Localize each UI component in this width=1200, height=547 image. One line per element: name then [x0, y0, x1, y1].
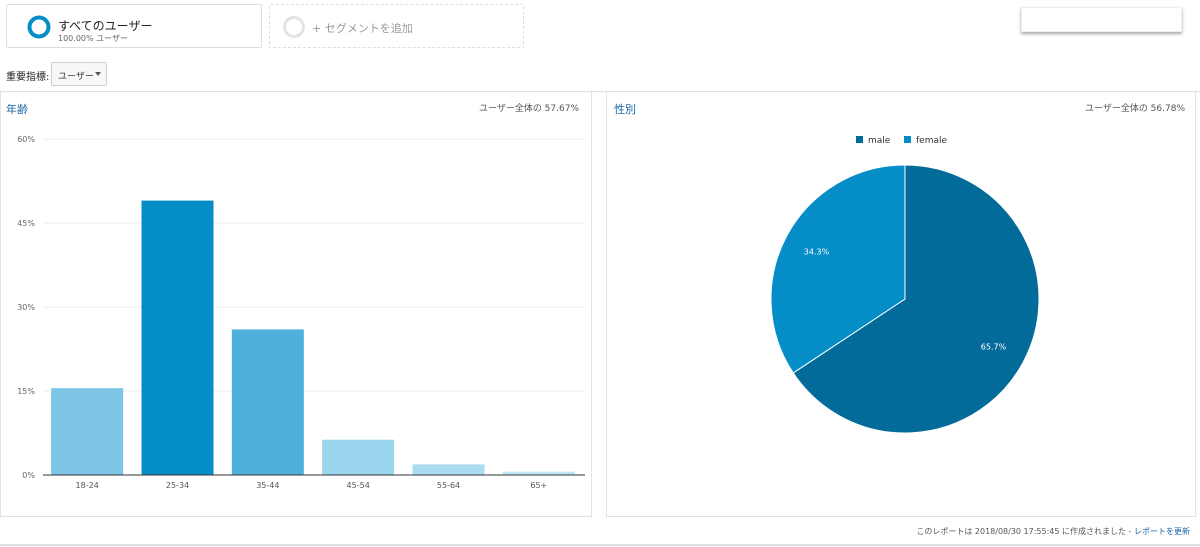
empty-ring-icon: [283, 16, 305, 38]
y-tick-label: 45%: [17, 219, 35, 228]
add-segment-label: + セグメントを追加: [312, 22, 413, 35]
metric-dropdown-value: ユーザー: [58, 72, 94, 82]
x-tick-label: 25-34: [166, 481, 189, 490]
bar-35-44[interactable]: [231, 329, 304, 475]
y-tick-label: 15%: [17, 387, 35, 396]
metric-label: 重要指標:: [6, 72, 50, 83]
x-tick-label: 65+: [530, 481, 547, 490]
add-segment-button[interactable]: + セグメントを追加: [269, 4, 524, 48]
gender-panel: 性別 ユーザー全体の 56.78% male female 65.7% 34.3%: [606, 92, 1196, 517]
pie-slice-female[interactable]: [770, 164, 906, 374]
segment-ring-icon: [27, 15, 51, 39]
gender-panel-title: 性別: [614, 103, 636, 116]
chevron-down-icon: [95, 72, 101, 76]
x-tick-label: 18-24: [76, 481, 99, 490]
age-panel: 年齢 ユーザー全体の 57.67% 0% 15% 30% 45% 60% 18-24 25-…: [0, 92, 592, 517]
refresh-report-link[interactable]: レポートを更新: [1134, 527, 1190, 536]
segment-card-all-users[interactable]: すべてのユーザー 100.00% ユーザー: [6, 4, 262, 48]
age-panel-title: 年齢: [6, 103, 28, 116]
legend-swatch-female: [904, 136, 911, 143]
metric-dropdown[interactable]: ユーザー: [51, 62, 107, 86]
date-range-box[interactable]: [1021, 7, 1182, 32]
y-tick-label: 0%: [22, 471, 35, 480]
bar-18-24[interactable]: [51, 388, 124, 475]
legend-label-female[interactable]: female: [916, 136, 947, 146]
x-tick-label: 35-44: [256, 481, 279, 490]
pie-label-male: 65.7%: [981, 343, 1007, 352]
age-bar-chart: 0% 15% 30% 45% 60% 18-24 25-34 35-44 45-54 55-64 6…: [17, 135, 585, 490]
bar-25-34[interactable]: [141, 200, 214, 475]
y-tick-label: 30%: [17, 303, 35, 312]
pie-slice-male[interactable]: [792, 164, 1040, 434]
pie-label-female: 34.3%: [804, 247, 830, 256]
divider: [0, 91, 1200, 92]
bar-65+[interactable]: [502, 471, 575, 475]
report-created-text: このレポートは 2018/08/30 17:55:45 に作成されました -: [916, 527, 1132, 536]
age-coverage: ユーザー全体の 57.67%: [479, 104, 579, 114]
legend-label-male[interactable]: male: [868, 136, 891, 146]
x-tick-label: 45-54: [347, 481, 370, 490]
segment-title: すべてのユーザー: [58, 19, 153, 33]
footer-divider: [0, 544, 1200, 546]
report-footer: このレポートは 2018/08/30 17:55:45 に作成されました - レ…: [916, 526, 1190, 537]
gender-coverage: ユーザー全体の 56.78%: [1085, 104, 1185, 114]
gender-pie-chart: male female 65.7% 34.3%: [770, 136, 1040, 434]
bar-55-64[interactable]: [412, 464, 485, 475]
y-tick-label: 60%: [17, 135, 35, 144]
x-tick-label: 55-64: [437, 481, 460, 490]
legend-swatch-male: [856, 136, 863, 143]
segment-subtitle: 100.00% ユーザー: [58, 34, 128, 43]
bar-45-54[interactable]: [322, 439, 395, 475]
